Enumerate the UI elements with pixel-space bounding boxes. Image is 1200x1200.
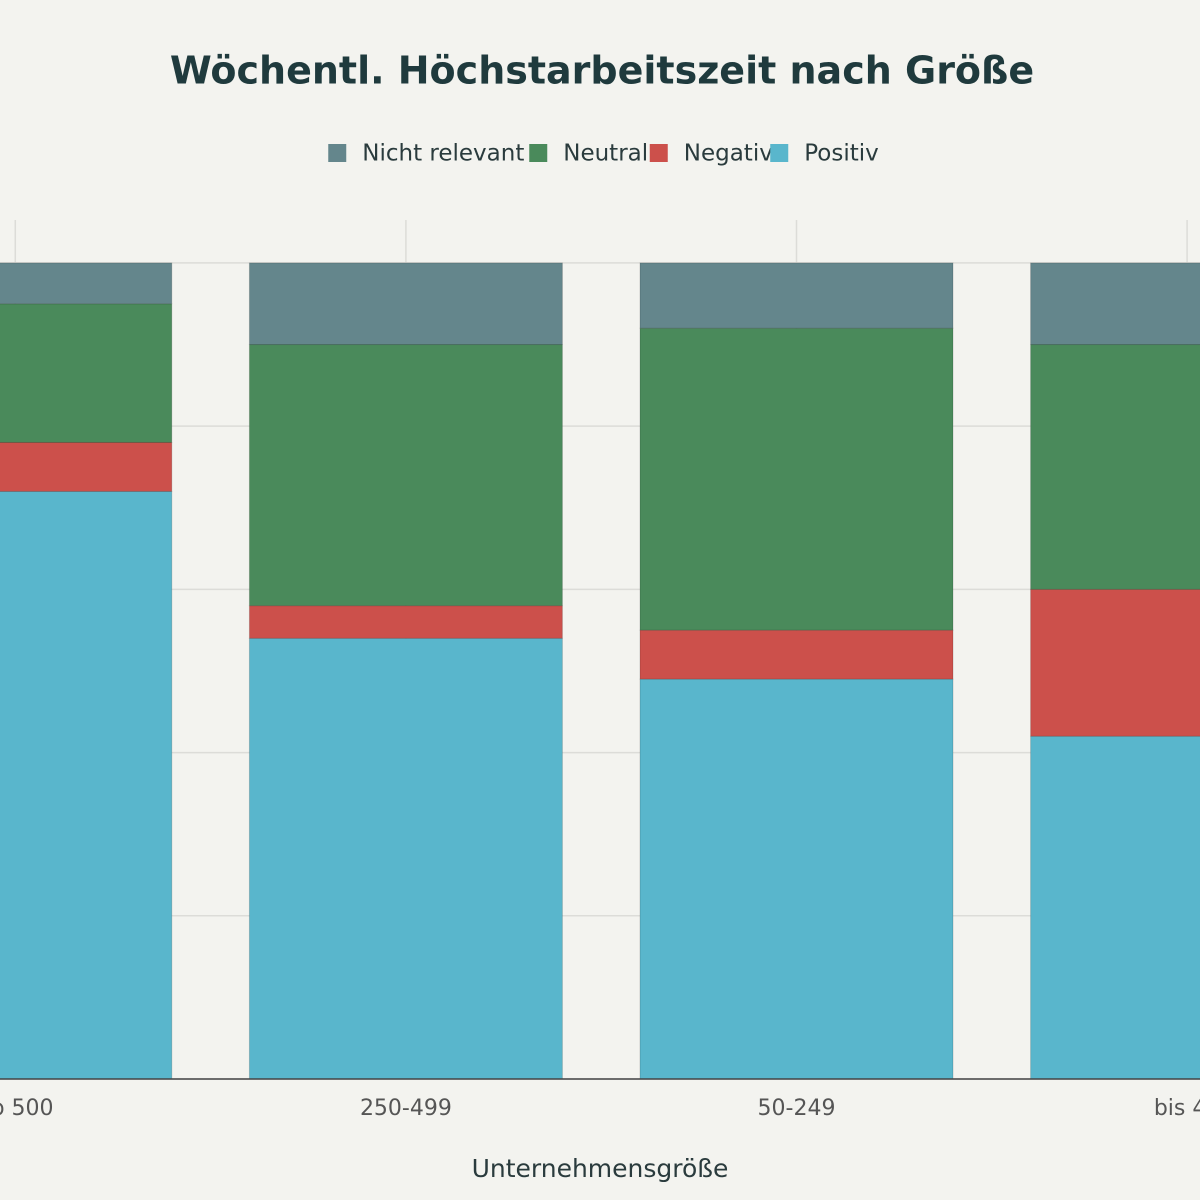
bar-segment xyxy=(248,344,563,607)
bar-segment xyxy=(639,327,954,631)
legend-label: Nicht relevant xyxy=(362,141,524,167)
chart-title: Wöchentl. Höchstarbeitszeit nach Größe xyxy=(170,49,1034,93)
bar-segment xyxy=(0,490,173,1080)
legend-label: Neutral xyxy=(563,141,648,167)
bar-segment xyxy=(0,441,173,492)
bar-segment xyxy=(1030,588,1200,737)
bar-segment xyxy=(1030,735,1200,1080)
legend-swatch xyxy=(529,144,548,162)
bar-segment xyxy=(248,605,563,639)
bar-segment xyxy=(0,262,173,305)
legend-swatch xyxy=(649,144,668,162)
legend-swatch xyxy=(328,144,347,162)
bar-segment xyxy=(248,262,563,346)
bar-segment xyxy=(248,637,563,1080)
x-tick-label: 250-499 xyxy=(360,1096,452,1121)
legend-label: Positiv xyxy=(804,141,879,167)
x-tick-label: ab 500 xyxy=(0,1096,54,1121)
legend-label: Negativ xyxy=(684,141,773,167)
bar-segment xyxy=(0,303,173,443)
x-axis-label: Unternehmensgröße xyxy=(472,1154,729,1183)
bar-segment xyxy=(639,678,954,1080)
legend-swatch xyxy=(770,144,789,162)
bar-segment xyxy=(1030,344,1200,590)
bar-segment xyxy=(1030,262,1200,346)
x-tick-label: bis 49 xyxy=(1154,1096,1200,1121)
x-tick-label: 50-249 xyxy=(758,1096,836,1121)
bar-segment xyxy=(639,629,954,680)
bar-segment xyxy=(639,262,954,329)
